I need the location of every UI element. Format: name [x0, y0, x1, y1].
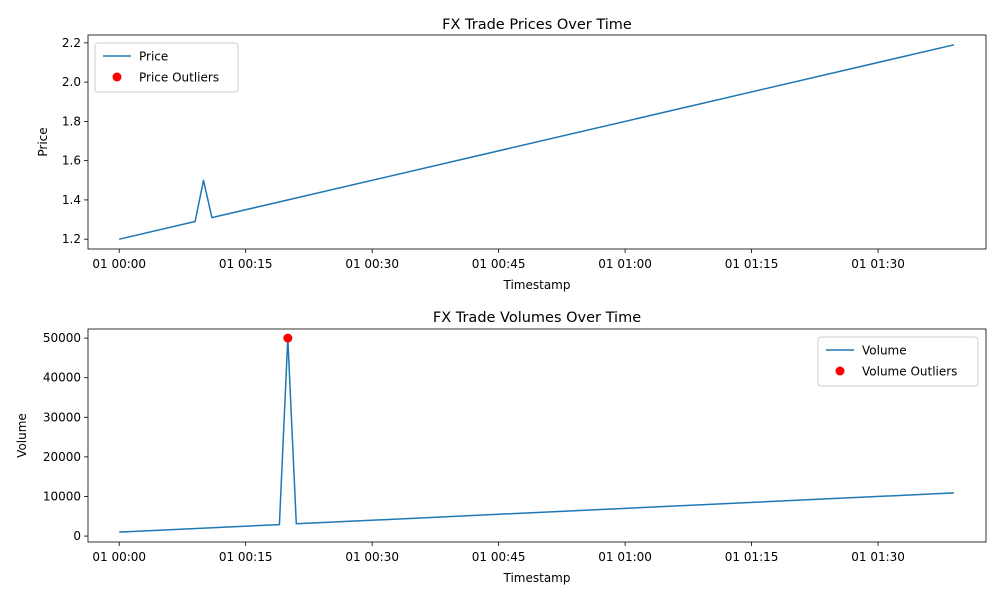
y-tick-label: 2.0	[62, 75, 81, 89]
y-tick-label: 30000	[43, 410, 81, 424]
x-tick-label: 01 01:00	[598, 550, 652, 564]
y-tick-label: 2.2	[62, 36, 81, 50]
x-tick-label: 01 00:45	[472, 257, 526, 271]
x-tick-label: 01 00:30	[345, 257, 399, 271]
plot-frame	[87, 34, 987, 250]
y-tick-label: 10000	[43, 489, 81, 503]
y-axis-label: Volume	[15, 413, 29, 458]
legend-box	[817, 336, 979, 387]
y-tick-label: 50000	[43, 331, 81, 345]
legend: Price Price Outliers	[94, 42, 239, 93]
plot-frame	[87, 328, 987, 543]
x-tick-label: 01 00:00	[92, 257, 146, 271]
y-tick-label: 1.2	[62, 232, 81, 246]
legend-label: Price Outliers	[139, 71, 219, 85]
chart-price: FX Trade Prices Over Time 01 00:00 01 00:1…	[36, 17, 987, 292]
chart-title: FX Trade Prices Over Time	[442, 17, 632, 33]
y-tick-label: 40000	[43, 371, 81, 385]
x-tick-label: 01 01:30	[851, 550, 905, 564]
legend-marker-swatch	[112, 72, 122, 82]
x-tick-label: 01 01:15	[725, 550, 779, 564]
x-tick-label: 01 01:30	[851, 257, 905, 271]
x-tick-label: 01 00:45	[472, 550, 526, 564]
chart-volume: FX Trade Volumes Over Time 01 00:00 01 00:…	[15, 310, 987, 585]
y-tick-label: 1.6	[62, 154, 81, 168]
x-tick-label: 01 01:00	[598, 257, 652, 271]
x-tick-label: 01 00:15	[219, 550, 273, 564]
chart-title: FX Trade Volumes Over Time	[433, 310, 641, 326]
legend-label: Volume Outliers	[862, 365, 957, 379]
series-line-price	[119, 44, 955, 240]
legend: Volume Volume Outliers	[817, 336, 979, 387]
legend-marker-swatch	[835, 366, 845, 376]
x-tick-label: 01 00:15	[219, 257, 273, 271]
legend-label: Price	[139, 50, 168, 64]
y-tick-label: 20000	[43, 450, 81, 464]
x-axis-label: Timestamp	[503, 571, 571, 585]
outlier-point	[283, 333, 293, 343]
x-tick-label: 01 00:30	[345, 550, 399, 564]
y-axis-label: Price	[36, 127, 50, 156]
x-tick-label: 01 01:15	[725, 257, 779, 271]
legend-label: Volume	[862, 344, 907, 358]
x-tick-label: 01 00:00	[92, 550, 146, 564]
x-axis-label: Timestamp	[503, 278, 571, 292]
y-tick-label: 0	[73, 529, 81, 543]
y-tick-label: 1.8	[62, 114, 81, 128]
y-tick-label: 1.4	[62, 193, 81, 207]
